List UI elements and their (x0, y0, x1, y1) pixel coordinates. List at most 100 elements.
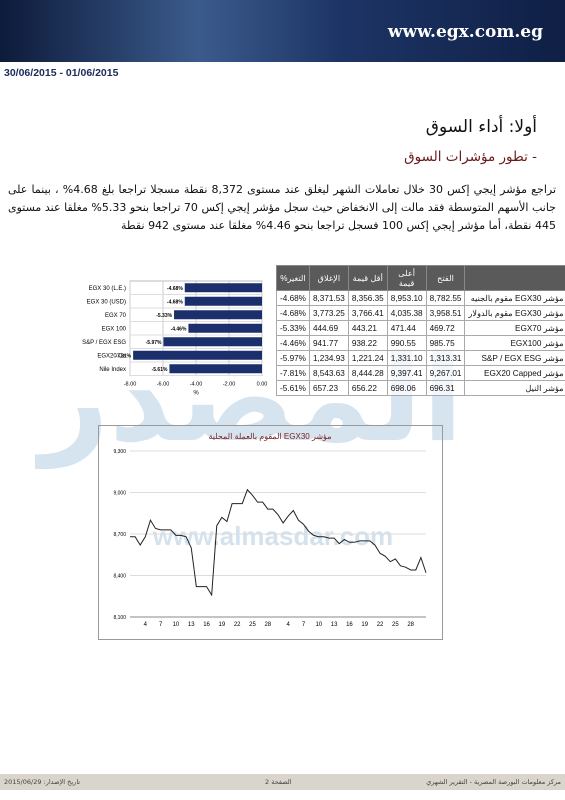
table-cell: 8,782.55 (425, 290, 466, 306)
table-cell: 1,221.24 (347, 350, 388, 366)
index-name: مؤشر EGX30 مقوم بالجنيه (464, 290, 565, 306)
section-subtitle: - تطور مؤشرات السوق (404, 149, 537, 165)
index-name: مؤشر S&P / EGX ESG (464, 350, 565, 366)
table-cell: 3,766.41 (347, 305, 388, 321)
bar (184, 283, 262, 293)
table-header: الفتح أعلى قيمة أقل قيمة الإغلاق التغير% (276, 265, 565, 291)
table-cell: 4,035.38 (386, 305, 427, 321)
value-label: -7.81% (115, 353, 131, 359)
section-title: أولا: أداء السوق (425, 117, 537, 137)
header-cell: أعلى قيمة (386, 265, 427, 291)
category-label: EGX 30 (L.E.) (89, 286, 126, 292)
bar (188, 323, 262, 333)
table-cell: 696.31 (425, 380, 466, 396)
footer-source: مركز معلومات البورصة المصرية - التقرير ا… (426, 778, 561, 786)
date-range: 30/06/2015 - 01/06/2015 (4, 67, 119, 79)
x-tick-label: -8.00 (124, 382, 137, 388)
table-cell: 1,234.93 (308, 350, 349, 366)
value-label: -5.61% (152, 367, 168, 373)
watermark-url: www.almasdar.com (152, 521, 393, 551)
footer: تاريخ الإصدار: 2015/06/29 الصفحة 2 مركز … (0, 774, 565, 790)
table-cell: 8,356.35 (347, 290, 388, 306)
x-tick-label: 4 (287, 622, 291, 628)
table-row: مؤشر EGX100 985.75 990.55 938.22 941.77 4.46%… (276, 335, 565, 351)
header-cell: الفتح (425, 265, 466, 291)
table-cell: 3,958.51 (425, 305, 466, 321)
value-label: -5.33% (156, 313, 172, 319)
x-tick-label: 22 (377, 622, 384, 628)
table-row: مؤشر EGX20 Capped 9,267.01 9,397.41 8,444.2… (276, 365, 565, 381)
footer-date: تاريخ الإصدار: 2015/06/29 (4, 778, 81, 786)
y-tick-label: 9,300 (113, 449, 126, 455)
bar-chart: -8.00 -6.00 -4.00 -2.00 0.00% EGX 30 (L.E.) -4… (82, 280, 268, 395)
value-label: -4.68% (167, 286, 183, 292)
x-tick-label: 22 (234, 622, 241, 628)
x-tick-label: 28 (407, 622, 414, 628)
table-cell: 4.68%- (276, 305, 310, 321)
x-tick-label: 19 (361, 622, 368, 628)
x-tick-label: -2.00 (223, 382, 236, 388)
table-body: مؤشر EGX30 مقوم بالجنيه 8,782.55 8,953.10 8… (276, 290, 565, 396)
header-cell (464, 265, 565, 291)
index-name: مؤشر EGX30 مقوم بالدولار (464, 305, 565, 321)
index-name: مؤشر النيل (464, 380, 565, 396)
header-cell: الإغلاق (308, 265, 349, 291)
table-row: مؤشر EGX30 مقوم بالدولار 3,958.51 4,035.38… (276, 305, 565, 321)
table-cell: 8,543.63 (308, 365, 349, 381)
table-cell: 657.23 (308, 380, 349, 396)
table-cell: 8,444.28 (347, 365, 388, 381)
table-cell: 8,953.10 (386, 290, 427, 306)
table-cell: 938.22 (347, 335, 388, 351)
table-row: مؤشر النيل 696.31 698.06 656.22 657.23 5.61%- (276, 380, 565, 396)
value-label: -4.46% (171, 326, 187, 332)
index-name: مؤشر EGX70 (464, 320, 565, 336)
table-cell: 985.75 (425, 335, 466, 351)
bar (169, 364, 262, 374)
table-row: مؤشر EGX70 469.72 471.44 443.21 444.69 5.33%- (276, 320, 565, 336)
table-cell: 9,397.41 (386, 365, 427, 381)
chart-title: مؤشر EGX30 المقوم بالعملة المحلية (209, 432, 332, 441)
x-tick-label: -6.00 (157, 382, 170, 388)
bar (163, 337, 262, 347)
table-cell: 5.61%- (276, 380, 310, 396)
logo: www.egx.com.eg (387, 22, 543, 42)
table-cell: 471.44 (386, 320, 427, 336)
category-label: EGX 100 (102, 326, 127, 332)
header-cell: أقل قيمة (347, 265, 388, 291)
x-tick-label: 28 (264, 622, 271, 628)
table-cell: 7.81%- (276, 365, 310, 381)
index-name: مؤشر EGX100 (464, 335, 565, 351)
line-chart: مؤشر EGX30 المقوم بالعملة المحلية www.alm… (98, 425, 443, 640)
table-cell: 941.77 (308, 335, 349, 351)
x-tick-label: 10 (315, 622, 322, 628)
category-label: S&P / EGX ESG (82, 340, 126, 346)
table-cell: 443.21 (347, 320, 388, 336)
y-tick-label: 9,000 (113, 491, 126, 497)
footer-page: الصفحة 2 (265, 778, 292, 786)
x-tick-label: 13 (188, 622, 195, 628)
category-label: EGX20 Ca (97, 353, 126, 359)
x-tick-label: 4 (144, 622, 148, 628)
category-label: Nile Index (99, 367, 126, 373)
value-label: -4.68% (167, 299, 183, 305)
table-cell: 1,313.31 (425, 350, 466, 366)
category-label: EGX 70 (105, 313, 127, 319)
bar (133, 350, 262, 360)
table-cell: 698.06 (386, 380, 427, 396)
table-cell: 469.72 (425, 320, 466, 336)
y-tick-label: 8,700 (113, 532, 126, 538)
y-tick-label: 8,400 (113, 574, 126, 580)
table-cell: 8,371.53 (308, 290, 349, 306)
table-cell: 5.97%- (276, 350, 310, 366)
table-row: مؤشر S&P / EGX ESG 1,313.31 1,331.10 1,221.… (276, 350, 565, 366)
bar (174, 310, 262, 320)
index-name: مؤشر EGX20 Capped (464, 365, 565, 381)
x-tick-label: -4.00 (190, 382, 203, 388)
table-cell: 3,773.25 (308, 305, 349, 321)
category-label: EGX 30 (USD) (87, 299, 126, 305)
x-tick-label: 25 (392, 622, 399, 628)
x-tick-label: 0.00 (257, 382, 268, 388)
table-cell: 444.69 (308, 320, 349, 336)
x-tick-label: 25 (249, 622, 256, 628)
